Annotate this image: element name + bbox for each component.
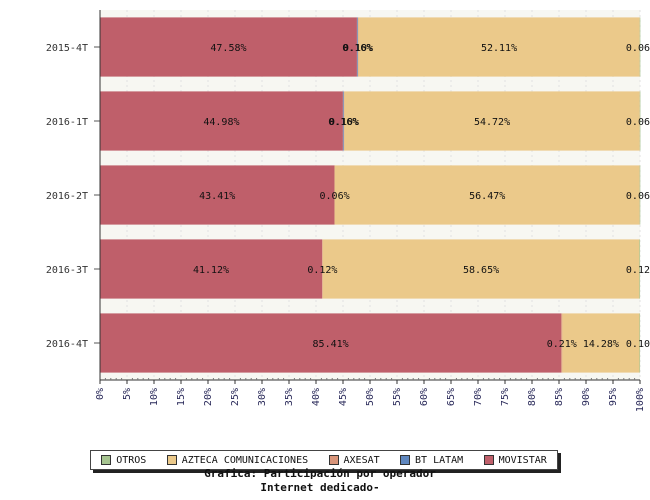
data-label: 56.47% (469, 191, 505, 202)
legend-swatch (400, 455, 411, 465)
x-tick-label: 40% (311, 388, 322, 406)
legend-label: OTROS (116, 454, 147, 466)
data-label: 0.10% (329, 117, 359, 128)
data-label: 0.06 (626, 117, 650, 128)
bar-segment (100, 313, 562, 373)
bar-segment (639, 91, 641, 151)
chart-subtitle: Internet dedicado- (260, 481, 380, 494)
category-label: 2016-1T (46, 117, 88, 128)
data-label: 0.12% (307, 265, 337, 276)
data-label: 0.21% (547, 339, 577, 350)
legend-swatch (328, 455, 339, 465)
legend-swatch (483, 455, 494, 465)
bar-segment (358, 17, 640, 77)
bar-segment (639, 165, 641, 225)
data-label: 0.10% (343, 43, 373, 54)
bar-segment (100, 239, 323, 299)
data-label: 0.10 (626, 339, 650, 350)
legend: OTROS AZTECA COMUNICACIONES AXESAT BT LATAM… (90, 450, 558, 470)
bar-segment (100, 17, 357, 77)
bar-segment (639, 239, 641, 299)
x-tick-label: 10% (149, 388, 160, 406)
x-tick-label: 5% (122, 388, 133, 400)
data-label: 44.98% (203, 117, 239, 128)
legend-label: AXESAT (343, 454, 380, 466)
x-tick-label: 95% (608, 388, 619, 406)
bar-segment (322, 239, 640, 299)
x-tick-label: 90% (581, 388, 592, 406)
legend-label: BT LATAM (415, 454, 464, 466)
x-tick-label: 30% (257, 388, 268, 406)
data-label: 54.72% (474, 117, 510, 128)
legend-swatch (101, 455, 112, 465)
data-label: 43.41% (199, 191, 235, 202)
bar-segment (639, 17, 641, 77)
data-label: 14.28% (583, 339, 619, 350)
x-tick-label: 50% (365, 388, 376, 406)
x-tick-label: 25% (230, 388, 241, 406)
legend-item: MOVISTAR (483, 454, 547, 466)
x-tick-label: 80% (527, 388, 538, 406)
data-label: 0.16% (342, 43, 372, 54)
x-tick-label: 45% (338, 388, 349, 406)
data-label: 0.06 (626, 191, 650, 202)
category-label: 2015-4T (46, 43, 88, 54)
bar-segment (639, 313, 641, 373)
bar-segment (561, 313, 563, 373)
data-label: 0.12 (626, 265, 650, 276)
data-label: 0.06 (626, 43, 650, 54)
category-label: 2016-3T (46, 265, 88, 276)
bar-segment (344, 91, 640, 151)
data-label: 0.16% (328, 117, 358, 128)
legend-swatch (166, 455, 177, 465)
legend-item: BT LATAM (400, 455, 463, 466)
category-label: 2016-2T (46, 191, 88, 202)
x-tick-label: 70% (473, 388, 484, 406)
legend-label: MOVISTAR (498, 454, 547, 466)
x-tick-label: 55% (392, 388, 403, 406)
legend-item: AZTECA COMUNICACIONES (166, 454, 309, 466)
x-tick-label: 65% (446, 388, 457, 406)
data-label: 47.58% (210, 43, 246, 54)
bar-segment (357, 17, 359, 77)
bar-segment (100, 91, 343, 151)
x-tick-label: 75% (500, 388, 511, 406)
bar-segment (334, 165, 640, 225)
data-label: 58.65% (463, 265, 499, 276)
x-tick-label: 35% (284, 388, 295, 406)
bar-segment (334, 165, 336, 225)
chart-title: Grafica: Participación por operador (204, 467, 436, 480)
data-label: 52.11% (481, 43, 517, 54)
category-label: 2016-4T (46, 339, 88, 350)
x-tick-label: 15% (176, 388, 187, 406)
bar-segment (342, 91, 344, 151)
bar-segment (356, 17, 358, 77)
bar-segment (343, 91, 345, 151)
x-tick-label: 20% (203, 388, 214, 406)
x-tick-label: 0% (95, 388, 106, 400)
bar-segment (322, 239, 323, 299)
x-tick-label: 100% (635, 388, 646, 412)
bar-segment (562, 313, 640, 373)
data-label: 85.41% (313, 339, 349, 350)
bar-segment (100, 165, 335, 225)
legend-label: AZTECA COMUNICACIONES (181, 454, 309, 466)
x-tick-label: 60% (419, 388, 430, 406)
x-tick-label: 85% (554, 388, 565, 406)
data-label: 0.06% (320, 191, 350, 202)
legend-item: OTROS (101, 455, 146, 466)
legend-item: AXESAT (328, 454, 380, 466)
data-label: 41.12% (193, 265, 229, 276)
